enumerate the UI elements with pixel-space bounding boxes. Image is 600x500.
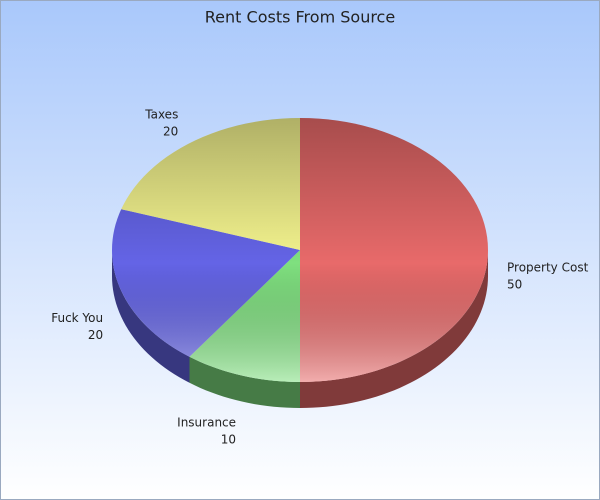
slice-label: Insurance [177, 416, 236, 430]
slice-value-label: 50 [507, 278, 522, 292]
slice-value-label: 10 [221, 433, 236, 447]
slice-label: Taxes [144, 108, 178, 122]
chart-title: Rent Costs From Source [205, 8, 395, 27]
pie [111, 118, 488, 408]
slice-value-label: 20 [88, 328, 103, 342]
slice-label: Property Cost [507, 261, 589, 275]
slice-label: Fuck You [51, 311, 103, 325]
slice-value-label: 20 [163, 125, 178, 139]
